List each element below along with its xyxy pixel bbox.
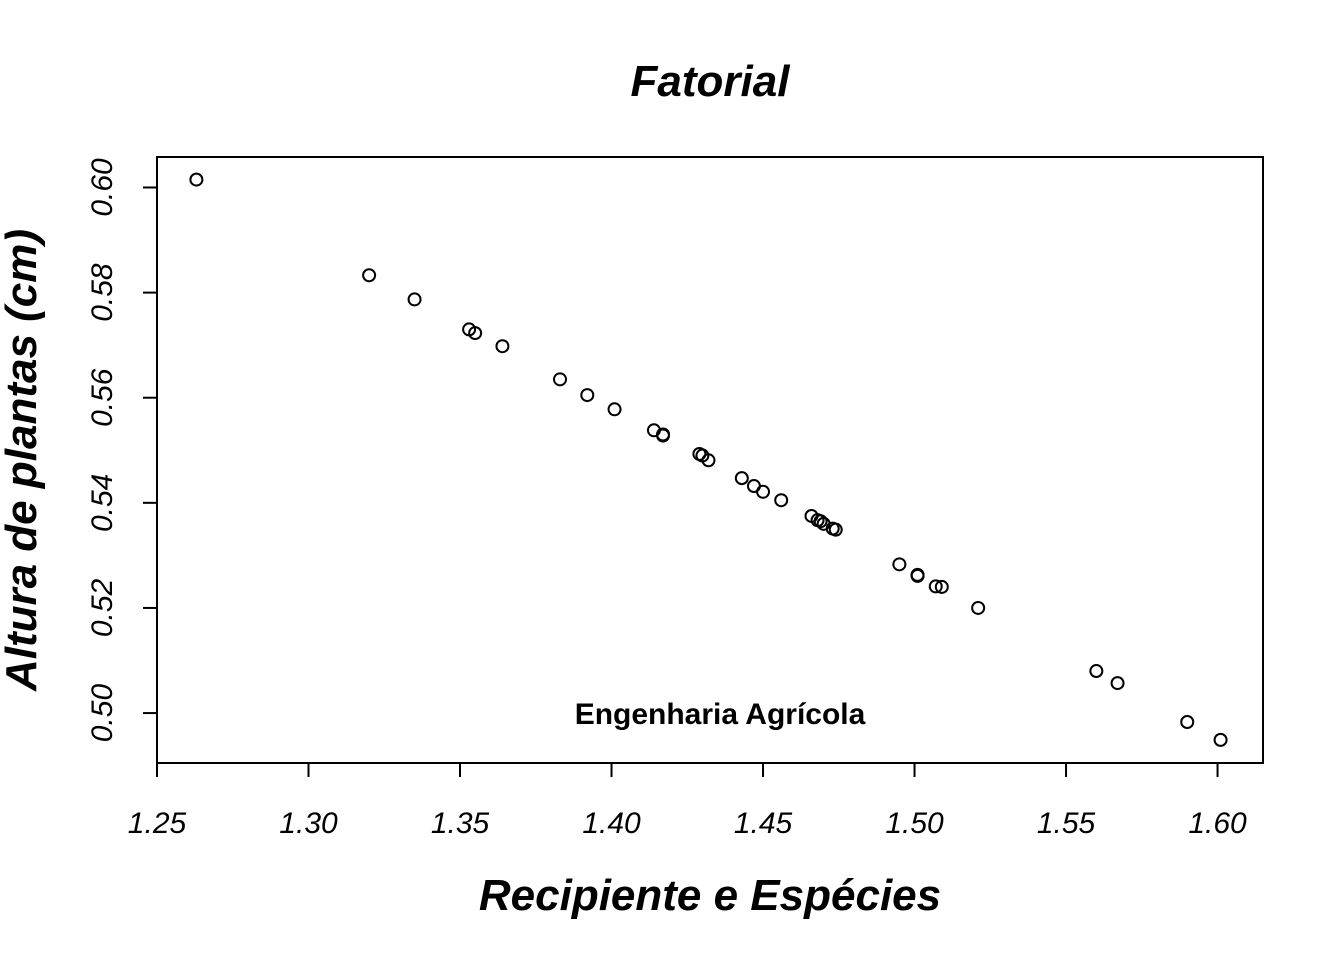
- data-points: [189, 172, 1228, 747]
- x-tick-label: 1.35: [431, 807, 490, 840]
- data-point: [813, 514, 828, 529]
- data-point: [580, 388, 595, 403]
- x-tick-label: 1.40: [582, 807, 641, 840]
- data-point: [495, 339, 510, 354]
- data-point: [553, 372, 568, 387]
- x-tick-label: 1.30: [279, 807, 338, 840]
- data-point: [1089, 664, 1104, 679]
- data-point: [828, 522, 843, 537]
- data-point: [774, 493, 789, 508]
- annotation-label: Engenharia Agrícola: [575, 698, 866, 731]
- y-tick-label: 0.60: [86, 158, 119, 217]
- data-point: [468, 326, 483, 341]
- y-tick-label: 0.54: [86, 474, 119, 532]
- x-axis: 1.25 1.30 1.35 1.40 1.45 1.50 1.55 1.60: [128, 762, 1247, 840]
- data-point: [1180, 715, 1195, 730]
- x-tick-label: 1.25: [128, 807, 187, 840]
- data-point: [362, 268, 377, 283]
- x-tick-label: 1.50: [885, 807, 944, 840]
- data-point: [910, 568, 925, 583]
- y-tick-label: 0.56: [86, 368, 119, 427]
- data-point: [892, 557, 907, 572]
- data-point: [1213, 732, 1228, 747]
- data-point: [189, 172, 204, 187]
- data-point: [407, 292, 422, 307]
- y-tick-label: 0.52: [86, 578, 119, 637]
- data-point: [756, 484, 771, 499]
- y-axis-title: Altura de plantas (cm): [0, 229, 46, 692]
- x-tick-label: 1.60: [1188, 807, 1247, 840]
- data-point: [656, 428, 671, 443]
- plot-frame: [156, 156, 1264, 764]
- data-point: [734, 471, 749, 486]
- data-point: [971, 600, 986, 615]
- y-tick-label: 0.50: [86, 684, 119, 743]
- x-tick-label: 1.55: [1037, 807, 1096, 840]
- data-point: [701, 453, 716, 468]
- data-point: [607, 402, 622, 417]
- x-axis-title: Recipiente e Espécies: [479, 871, 941, 920]
- y-axis: 0.50 0.52 0.54 0.56 0.58 0.60: [86, 158, 158, 743]
- y-tick-label: 0.58: [86, 263, 119, 322]
- chart-title: Fatorial: [631, 57, 791, 106]
- data-point: [928, 579, 943, 594]
- data-point: [934, 579, 949, 594]
- data-point: [1110, 676, 1125, 691]
- x-tick-label: 1.45: [734, 807, 793, 840]
